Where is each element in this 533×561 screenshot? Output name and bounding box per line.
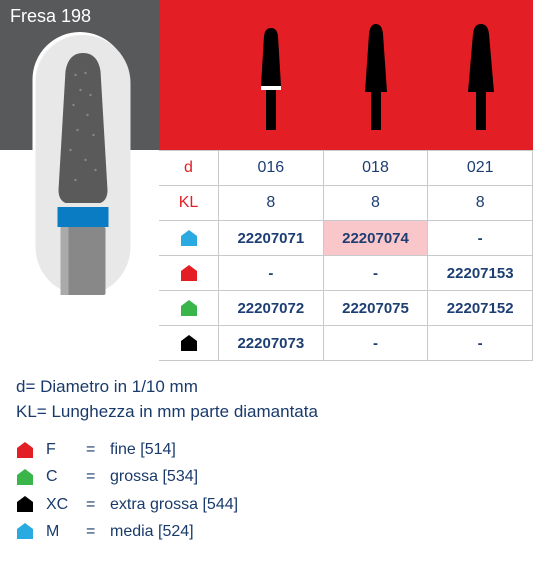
bur-shape-col: [219, 0, 324, 150]
legend-text: fine [514]: [110, 436, 176, 463]
legend-row: M = media [524]: [16, 518, 517, 545]
legend-code: M: [46, 518, 74, 545]
code-value: 22207075: [324, 291, 429, 325]
legend-eq: =: [86, 463, 98, 490]
pentagon-icon: [16, 468, 34, 486]
notes: d= Diametro in 1/10 mm KL= Lunghezza in …: [0, 361, 533, 432]
legend-eq: =: [86, 491, 98, 518]
legend-text: grossa [534]: [110, 463, 198, 490]
bur-shape-col: [324, 0, 429, 150]
legend-code: C: [46, 463, 74, 490]
bur-shape-col: [428, 0, 533, 150]
code-value: 22207152: [428, 291, 533, 325]
bur-shapes-header: [159, 0, 533, 150]
d-value: 018: [324, 151, 429, 185]
pentagon-icon: [180, 334, 198, 352]
note-d: d= Diametro in 1/10 mm: [16, 375, 517, 400]
legend-text: media [524]: [110, 518, 194, 545]
legend-code: F: [46, 436, 74, 463]
code-value: -: [428, 221, 533, 255]
pentagon-icon: [16, 441, 34, 459]
code-value: 22207153: [428, 256, 533, 290]
code-value: -: [219, 256, 324, 290]
d-label: d: [184, 159, 193, 177]
kl-value: 8: [428, 186, 533, 220]
title-box: Fresa 198: [0, 0, 159, 150]
legend-eq: =: [86, 518, 98, 545]
row-kl: KL888: [159, 186, 533, 221]
code-value: -: [324, 256, 429, 290]
code-value: -: [324, 326, 429, 360]
code-value: 22207073: [219, 326, 324, 360]
code-value: 22207074: [324, 221, 429, 255]
row-code: 22207073--: [159, 326, 533, 361]
code-value: -: [428, 326, 533, 360]
pentagon-icon: [180, 229, 198, 247]
kl-value: 8: [219, 186, 324, 220]
row-code: --22207153: [159, 256, 533, 291]
legend-eq: =: [86, 436, 98, 463]
legend: F = fine [514] C = grossa [534] XC = extra gross…: [0, 432, 533, 561]
row-code: 2220707122207074-: [159, 221, 533, 256]
note-kl: KL= Lunghezza in mm parte diamantata: [16, 400, 517, 425]
code-value: 22207071: [219, 221, 324, 255]
pentagon-icon: [16, 522, 34, 540]
legend-row: XC = extra grossa [544]: [16, 491, 517, 518]
legend-row: F = fine [514]: [16, 436, 517, 463]
kl-value: 8: [324, 186, 429, 220]
product-image: [32, 32, 127, 292]
pentagon-icon: [16, 495, 34, 513]
legend-code: XC: [46, 491, 74, 518]
row-d: d 016018021: [159, 150, 533, 186]
d-value: 016: [219, 151, 324, 185]
header-row: Fresa 198: [0, 0, 533, 150]
legend-text: extra grossa [544]: [110, 491, 238, 518]
pentagon-icon: [180, 299, 198, 317]
code-value: 22207072: [219, 291, 324, 325]
pentagon-icon: [180, 264, 198, 282]
kl-label: KL: [179, 194, 199, 212]
d-value: 021: [428, 151, 533, 185]
row-code: 222070722220707522207152: [159, 291, 533, 326]
product-title: Fresa 198: [10, 6, 91, 26]
legend-row: C = grossa [534]: [16, 463, 517, 490]
